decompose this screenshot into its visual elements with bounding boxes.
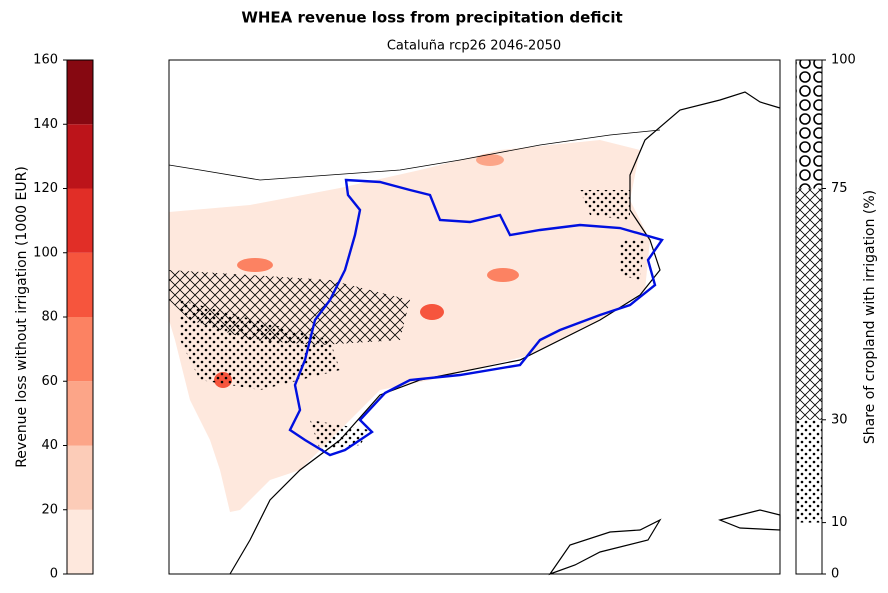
colorbar-level xyxy=(796,188,822,420)
right-colorbar-label: Share of cropland with irrigation (%) xyxy=(862,190,878,444)
left-colorbar-label: Revenue loss without irrigation (1000 EU… xyxy=(14,166,30,468)
colorbar-level xyxy=(67,188,93,253)
colorbar-level xyxy=(67,381,93,446)
colorbar-tick-label: 0 xyxy=(50,567,58,582)
colorbar-tick-label: 75 xyxy=(831,181,848,196)
colorbar-tick-label: 20 xyxy=(41,502,58,517)
colorbar-tick-label: 0 xyxy=(831,567,839,582)
colorbar-level xyxy=(67,509,93,574)
colorbar-level xyxy=(796,419,822,523)
colorbar-tick-label: 100 xyxy=(831,53,856,68)
colorbar-tick-label: 40 xyxy=(41,438,58,453)
map xyxy=(168,59,781,576)
map-title: Cataluña rcp26 2046-2050 xyxy=(387,39,561,54)
colorbar-tick-label: 80 xyxy=(41,310,58,325)
colorbar-level xyxy=(67,124,93,189)
figure-title: WHEA revenue loss from precipitation def… xyxy=(241,9,622,27)
colorbar-tick-label: 30 xyxy=(831,412,848,427)
colorbar-level xyxy=(796,522,822,574)
colorbar-tick-label: 160 xyxy=(33,53,58,68)
colorbar-level xyxy=(67,60,93,125)
colorbar-level xyxy=(67,317,93,382)
colorbar-tick-label: 100 xyxy=(33,245,58,260)
colorbar-tick-label: 140 xyxy=(33,117,58,132)
colorbar-tick-label: 120 xyxy=(33,181,58,196)
colorbar-level xyxy=(67,252,93,317)
colorbar-tick-label: 60 xyxy=(41,374,58,389)
colorbar-level xyxy=(796,60,822,189)
colorbar-tick-label: 10 xyxy=(831,515,848,530)
colorbar-level xyxy=(67,445,93,510)
colorbar-frame xyxy=(795,59,823,575)
